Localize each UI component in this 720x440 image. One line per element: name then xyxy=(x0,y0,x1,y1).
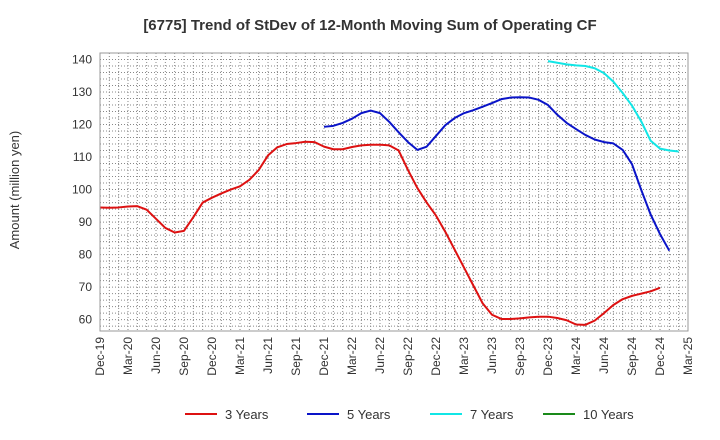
y-tick-label: 100 xyxy=(72,183,92,197)
x-tick-label: Sep-20 xyxy=(177,337,191,376)
legend-item: 10 Years xyxy=(543,407,634,422)
x-tick-label: Jun-24 xyxy=(597,337,611,374)
legend-item: 5 Years xyxy=(307,407,391,422)
legend-label: 7 Years xyxy=(470,407,514,422)
y-tick-label: 90 xyxy=(79,215,93,229)
legend: 3 Years 5 Years 7 Years 10 Years xyxy=(185,407,634,422)
y-axis-ticks: 60 70 80 90 100 110 120 130 140 xyxy=(72,53,92,327)
plot-frame xyxy=(99,52,689,332)
y-tick-label: 130 xyxy=(72,85,92,99)
x-tick-label: Mar-24 xyxy=(569,337,583,375)
x-tick-label: Sep-24 xyxy=(625,337,639,376)
x-tick-label: Dec-19 xyxy=(93,337,107,376)
grid-layer xyxy=(100,53,688,331)
y-tick-label: 80 xyxy=(79,248,93,262)
series-line-7-years xyxy=(547,60,679,153)
legend-item: 3 Years xyxy=(185,407,269,422)
y-axis-label: Amount (million yen) xyxy=(7,131,22,250)
x-tick-label: Mar-20 xyxy=(121,337,135,375)
x-tick-label: Jun-23 xyxy=(485,337,499,374)
x-tick-label: Mar-21 xyxy=(233,337,247,375)
legend-label: 5 Years xyxy=(347,407,391,422)
x-tick-label: Dec-23 xyxy=(541,337,555,376)
x-tick-label: Jun-20 xyxy=(149,337,163,374)
x-tick-label: Mar-25 xyxy=(681,337,695,375)
y-tick-label: 140 xyxy=(72,53,92,67)
chart-title: [6775] Trend of StDev of 12-Month Moving… xyxy=(143,17,596,34)
x-tick-label: Dec-21 xyxy=(317,337,331,376)
legend-item: 7 Years xyxy=(430,407,514,422)
x-tick-label: Dec-20 xyxy=(205,337,219,376)
series-line-3-years xyxy=(99,140,661,326)
x-tick-label: Sep-21 xyxy=(289,337,303,376)
x-tick-label: Sep-22 xyxy=(401,337,415,376)
x-tick-label: Mar-23 xyxy=(457,337,471,375)
x-tick-label: Jun-21 xyxy=(261,337,275,374)
series-line-5-years xyxy=(323,96,671,252)
x-tick-label: Jun-22 xyxy=(373,337,387,374)
x-tick-label: Sep-23 xyxy=(513,337,527,376)
x-tick-label: Dec-22 xyxy=(429,337,443,376)
x-tick-label: Dec-24 xyxy=(653,337,667,376)
y-tick-label: 70 xyxy=(79,280,93,294)
y-tick-label: 110 xyxy=(73,150,92,164)
series-layer xyxy=(99,60,679,326)
x-tick-label: Mar-22 xyxy=(345,337,359,375)
legend-label: 10 Years xyxy=(583,407,634,422)
y-tick-label: 120 xyxy=(72,118,92,132)
x-axis-ticks: Dec-19 Mar-20 Jun-20 Sep-20 Dec-20 Mar-21 Jun-… xyxy=(93,337,695,376)
legend-label: 3 Years xyxy=(225,407,269,422)
y-tick-label: 60 xyxy=(79,313,93,327)
